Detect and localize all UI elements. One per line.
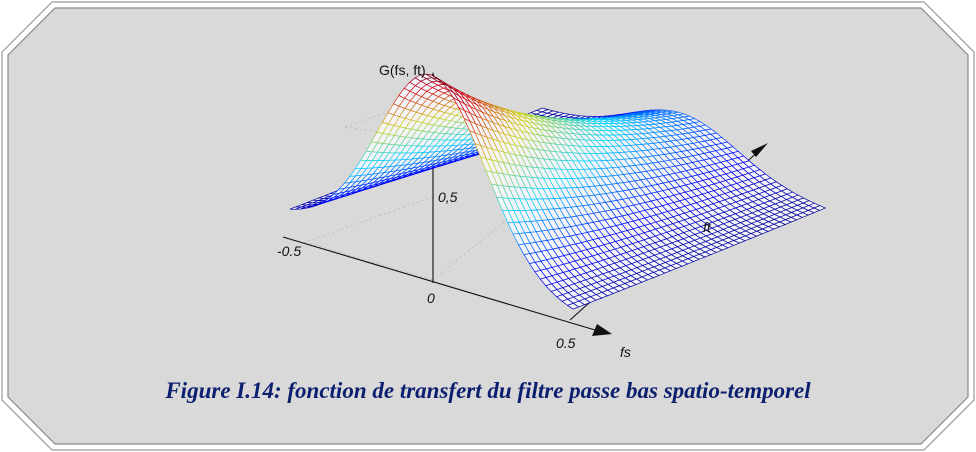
fs-axis-line (282, 236, 596, 331)
x-tick-label-pos: 0.5 (556, 335, 576, 351)
ft-axis-arrowhead (751, 143, 768, 157)
y-axis-label: ft (703, 219, 712, 235)
z-tick-label: 0,5 (438, 189, 458, 205)
x-tick-label-zero: 0 (427, 290, 435, 306)
z-axis-label: G(fs, ft) (379, 62, 426, 78)
figure-caption: Figure I.14: fonction de transfert du fi… (164, 378, 811, 403)
surface-mesh (289, 73, 827, 310)
surface-cell (566, 302, 580, 310)
x-axis-label: fs (620, 344, 631, 360)
fs-axis-arrowhead (592, 324, 612, 336)
x-tick-label-neg: -0.5 (277, 243, 301, 259)
